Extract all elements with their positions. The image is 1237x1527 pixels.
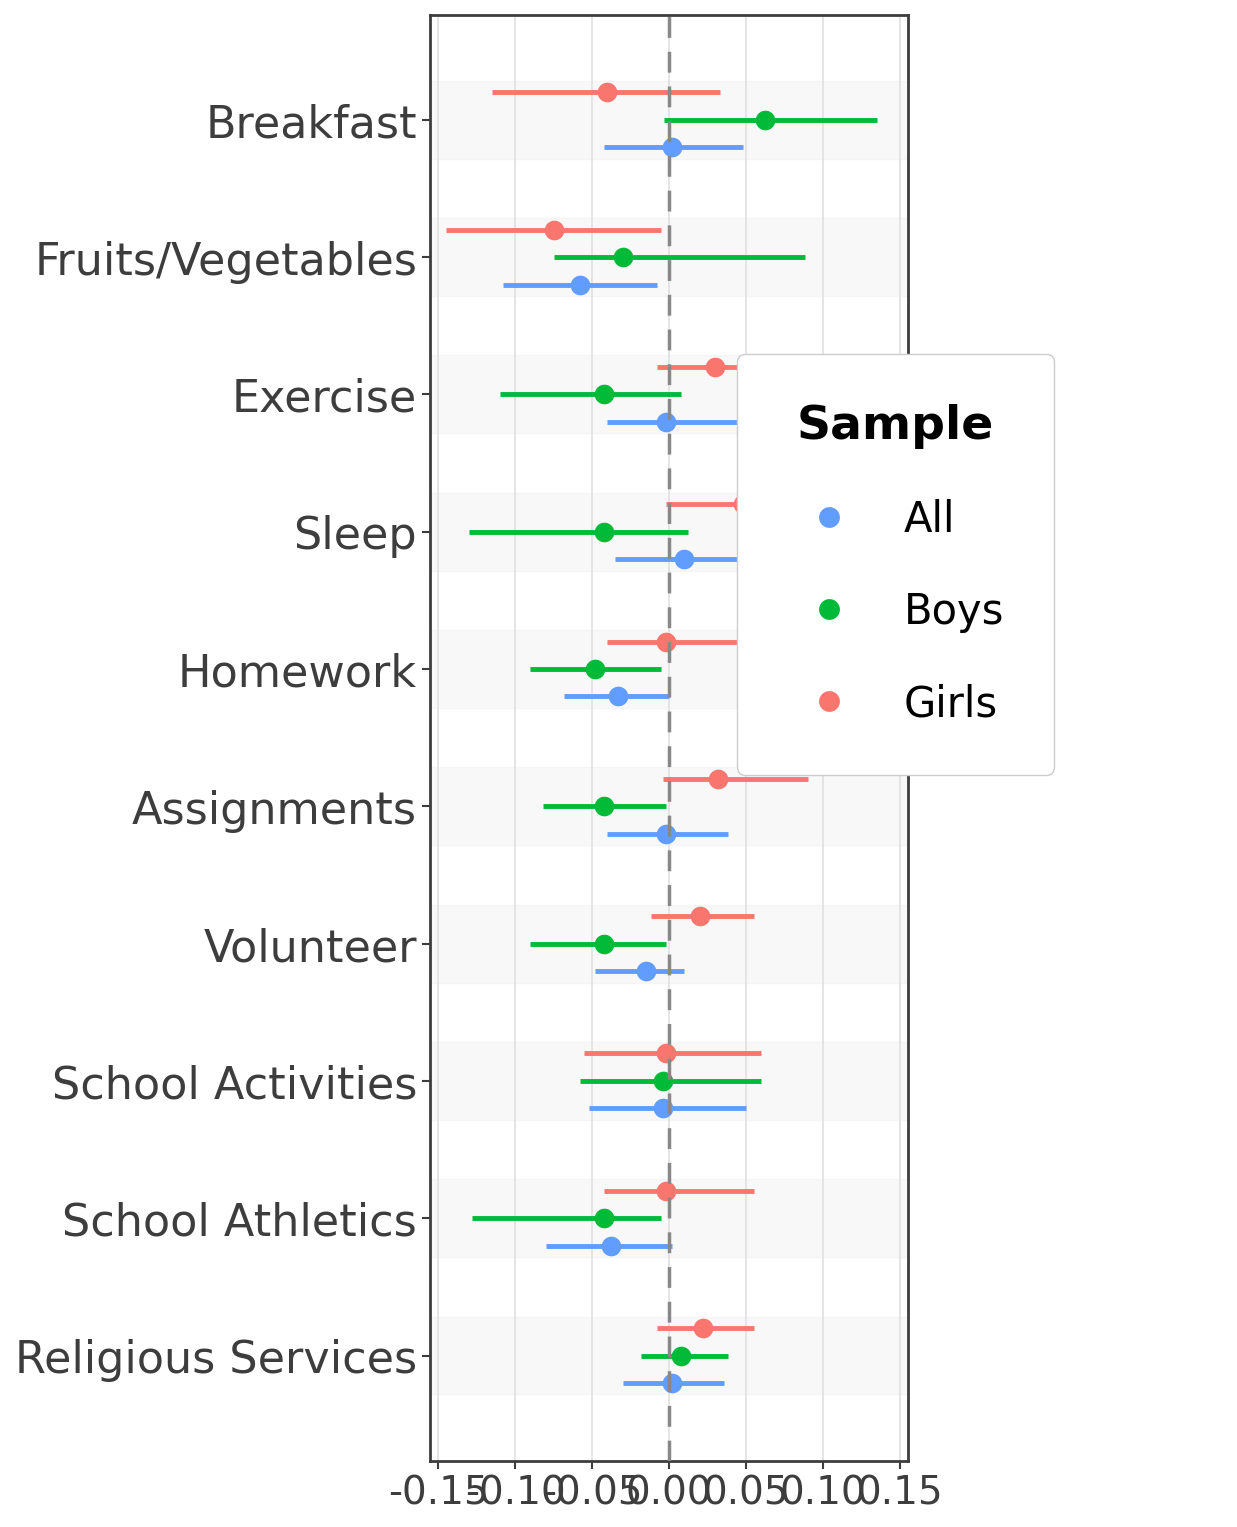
Bar [430,493,907,571]
Point [597,81,617,105]
Point [656,1179,675,1203]
Point [594,519,614,544]
Point [594,931,614,956]
Point [594,794,614,818]
Point [653,1096,673,1121]
Bar [430,631,907,709]
Point [755,108,774,133]
Point [708,767,727,791]
Point [543,218,563,243]
Bar [430,768,907,846]
Point [693,1316,713,1341]
Point [636,959,656,983]
Point [689,904,709,928]
Point [732,492,752,516]
Point [656,822,675,846]
Point [656,409,675,434]
Bar [430,906,907,983]
Point [600,1234,620,1258]
Point [612,246,632,270]
Bar [430,1316,907,1394]
Point [672,1344,691,1368]
Point [674,547,694,571]
Point [705,356,725,380]
Point [585,657,605,681]
Bar [430,218,907,296]
Point [609,684,628,709]
Point [662,1371,682,1396]
Point [594,1206,614,1231]
Bar [430,356,907,434]
Bar [430,1179,907,1257]
Point [569,273,589,298]
Point [594,383,614,408]
Legend: All, Boys, Girls: All, Boys, Girls [736,354,1054,774]
Point [656,629,675,654]
Point [662,136,682,160]
Point [656,1041,675,1066]
Bar [430,1041,907,1119]
Bar [430,81,907,159]
Point [653,1069,673,1093]
